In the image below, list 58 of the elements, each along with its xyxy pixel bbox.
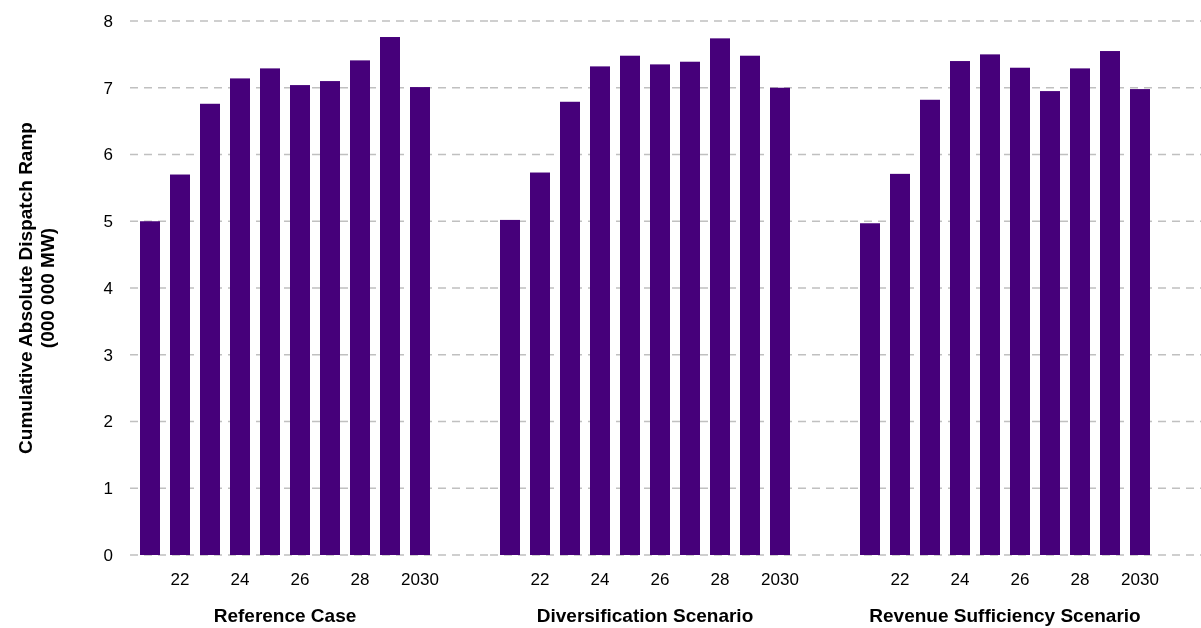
- bar: [770, 87, 790, 555]
- y-tick-label: 7: [103, 78, 113, 98]
- bar: [350, 60, 370, 555]
- bar: [230, 78, 250, 555]
- bar: [1040, 91, 1060, 555]
- bar: [920, 99, 940, 555]
- y-tick-label: 1: [103, 479, 113, 499]
- bar: [410, 87, 430, 555]
- y-tick-label: 6: [103, 145, 113, 165]
- bar: [740, 55, 760, 555]
- bar: [260, 68, 280, 555]
- bar: [1070, 68, 1090, 555]
- y-tick-label: 8: [103, 11, 113, 31]
- x-tick-label: 22: [170, 570, 190, 589]
- bar: [590, 66, 610, 555]
- bar: [500, 219, 520, 555]
- bar: [860, 223, 880, 555]
- bar: [560, 101, 580, 555]
- bar: [1100, 51, 1120, 555]
- bar: [380, 37, 400, 555]
- x-tick-label: 24: [590, 570, 610, 589]
- bar: [170, 174, 190, 555]
- x-tick-label: 22: [890, 570, 910, 589]
- x-tick-label: 28: [350, 570, 370, 589]
- y-axis-title: Cumulative Absolute Dispatch Ramp (000 000 MW): [15, 122, 58, 454]
- x-axis-title: Revenue Sufficiency Scenario: [869, 605, 1141, 626]
- x-tick-label: 24: [950, 570, 970, 589]
- bar: [650, 64, 670, 555]
- bar: [890, 173, 910, 555]
- y-tick-label: 5: [103, 212, 113, 232]
- bar: [200, 103, 220, 555]
- bar: [980, 54, 1000, 555]
- x-tick-label: 26: [650, 570, 670, 589]
- bar: [680, 61, 700, 555]
- x-tick-label: 26: [290, 570, 310, 589]
- bar: [140, 221, 160, 555]
- y-tick-label: 4: [103, 278, 113, 298]
- x-tick-label: 22: [530, 570, 550, 589]
- bar: [320, 81, 340, 555]
- bar: [710, 38, 730, 555]
- bar: [950, 61, 970, 555]
- bar: [1130, 89, 1150, 555]
- bar: [530, 172, 550, 555]
- y-tick-label: 0: [103, 545, 113, 565]
- x-tick-label: 2030: [761, 570, 799, 589]
- bar: [1010, 67, 1030, 555]
- x-tick-label: 28: [710, 570, 730, 589]
- y-tick-label: 2: [103, 412, 113, 432]
- x-tick-label: 2030: [401, 570, 439, 589]
- bar: [620, 55, 640, 555]
- x-tick-label: 28: [1070, 570, 1090, 589]
- x-tick-label: 26: [1010, 570, 1030, 589]
- x-axis-title: Reference Case: [213, 605, 357, 626]
- x-axis-title: Diversification Scenario: [536, 605, 754, 626]
- bar: [290, 85, 310, 555]
- x-tick-label: 2030: [1121, 570, 1159, 589]
- x-tick-label: 24: [230, 570, 250, 589]
- y-tick-label: 3: [103, 345, 113, 365]
